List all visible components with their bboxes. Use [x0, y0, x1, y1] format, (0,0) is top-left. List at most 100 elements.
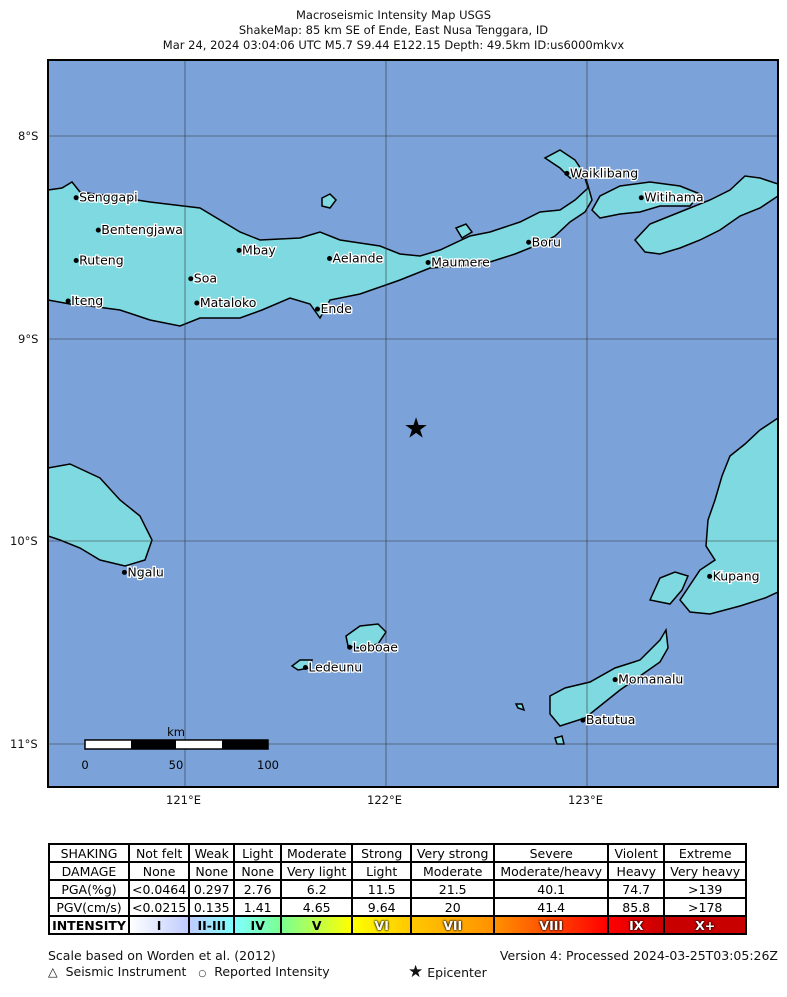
small-island-2: [454, 223, 474, 240]
legend-cell: Moderate: [280, 843, 354, 863]
city-label: Iteng: [71, 293, 103, 308]
legend-cell: 20: [410, 897, 496, 917]
legend-cell: <0.0464: [127, 879, 191, 899]
row-header: PGV(cm/s): [48, 897, 130, 917]
graticule: [48, 60, 778, 787]
city-label: Maumere: [431, 255, 490, 270]
legend-cell: Very light: [280, 861, 354, 881]
lat-tick-10s: 10°S: [10, 534, 38, 548]
map-frame: [47, 59, 779, 788]
shaking-row: SHAKING Not felt Weak Light Moderate Strong Ve…: [48, 843, 748, 863]
legend-cell: None: [188, 861, 236, 881]
ndao-island: [514, 703, 526, 712]
city-label: Boru: [532, 234, 561, 249]
legend-cell: 0.297: [188, 879, 236, 899]
legend-cell: X+: [663, 915, 748, 935]
legend-cell: IV: [233, 915, 283, 935]
city-dot: [526, 239, 532, 245]
seismic-instrument-label: Seismic Instrument: [65, 964, 187, 979]
legend-cell: I: [127, 915, 191, 935]
scale-unit: km: [167, 725, 185, 739]
city-dot: [73, 257, 79, 263]
city-label: Soa: [194, 271, 217, 286]
city-label: Ende: [320, 301, 352, 316]
row-header: INTENSITY: [48, 915, 130, 935]
seismic-instrument-legend: △ Seismic Instrument ○ Reported Intensit…: [48, 964, 330, 979]
city-dot: [612, 677, 618, 683]
scale-label-0: 0: [81, 758, 88, 772]
legend-cell: Light: [233, 843, 283, 863]
lon-tick-121e: 121°E: [166, 793, 201, 807]
legend-cell: 1.41: [233, 897, 283, 917]
row-header: DAMAGE: [48, 861, 130, 881]
map-subtitle: ShakeMap: 85 km SE of Ende, East Nusa Te…: [238, 23, 549, 37]
sea: [48, 60, 778, 787]
legend-cell: None: [127, 861, 191, 881]
legend-cell: >139: [663, 879, 748, 899]
legend-cell: VI: [351, 915, 413, 935]
event-details: Mar 24, 2024 03:04:06 UTC M5.7 S9.44 E12…: [162, 38, 625, 52]
epicenter-legend: ★ Epicenter: [408, 962, 487, 982]
city-label: Mataloko: [200, 295, 257, 310]
legend-cell: V: [280, 915, 354, 935]
legend-cell: Light: [351, 861, 413, 881]
legend-cell: Moderate/heavy: [493, 861, 610, 881]
small-island-1: [321, 193, 337, 209]
triangle-icon: △: [48, 964, 58, 979]
city-label: Ledeunu: [308, 660, 362, 675]
rote-island: [549, 627, 669, 727]
city-dot: [425, 260, 431, 266]
legend-cell: None: [233, 861, 283, 881]
semau-island: [648, 571, 690, 605]
city-label: Witihama: [644, 190, 703, 205]
city-label: Mbay: [242, 242, 276, 257]
legend-cell: Severe: [493, 843, 610, 863]
legend-cell: 85.8: [607, 897, 666, 917]
legend-cell: Violent: [607, 843, 666, 863]
city-dot: [347, 644, 353, 650]
city-dot: [302, 665, 308, 671]
lat-tick-8s: 8°S: [18, 129, 39, 143]
row-header: SHAKING: [48, 843, 130, 863]
map-title: Macroseismic Intensity Map USGS: [296, 8, 491, 22]
city-dot: [580, 717, 586, 723]
city-label: Bentengjawa: [101, 222, 183, 237]
legend-cell: 21.5: [410, 879, 496, 899]
pgv-row: PGV(cm/s) <0.0215 0.135 1.41 4.65 9.64 20 41.4 8…: [48, 897, 748, 917]
legend-cell: Very strong: [410, 843, 496, 863]
legend-cell: <0.0215: [127, 897, 191, 917]
city-label: Aelande: [333, 250, 384, 265]
legend-cell: 9.64: [351, 897, 413, 917]
row-header: PGA(%g): [48, 879, 130, 899]
city-label: Ngalu: [127, 564, 163, 579]
legend-cell: 4.65: [280, 897, 354, 917]
city-label: Momanalu: [618, 672, 683, 687]
city-label: Senggapi: [79, 190, 137, 205]
timor-island: [679, 416, 779, 615]
legend-cell: Moderate: [410, 861, 496, 881]
intensity-row: INTENSITY I II-III IV V VI VII VIII IX X+: [48, 915, 748, 935]
legend-cell: VII: [410, 915, 496, 935]
city-dot: [707, 573, 713, 579]
city-dot: [73, 195, 79, 201]
scale-bar: km 0 50 100: [81, 725, 279, 772]
version-info: Version 4: Processed 2024-03-25T03:05:26…: [499, 948, 778, 963]
epicenter-star-icon: ★: [403, 412, 428, 445]
legend-cell: 0.135: [188, 897, 236, 917]
city-label: Ruteng: [79, 252, 124, 267]
city-dot: [564, 170, 570, 176]
city-dot: [638, 195, 644, 201]
lon-tick-122e: 122°E: [367, 793, 402, 807]
epicenter-label: Epicenter: [427, 965, 487, 980]
city-dot: [121, 569, 127, 575]
cities-layer: Senggapi Bentengjawa Ruteng Iteng Mbay Soa Mat…: [65, 164, 761, 728]
city-dot: [327, 255, 333, 261]
damage-row: DAMAGE None None None Very light Light Moderat…: [48, 861, 748, 881]
legend-cell: 74.7: [607, 879, 666, 899]
lembata-island: [591, 181, 702, 219]
legend-cell: Strong: [351, 843, 413, 863]
reported-intensity-label: Reported Intensity: [214, 964, 330, 979]
legend-cell: II-III: [188, 915, 236, 935]
legend-cell: VIII: [493, 915, 610, 935]
city-dot: [194, 300, 200, 306]
